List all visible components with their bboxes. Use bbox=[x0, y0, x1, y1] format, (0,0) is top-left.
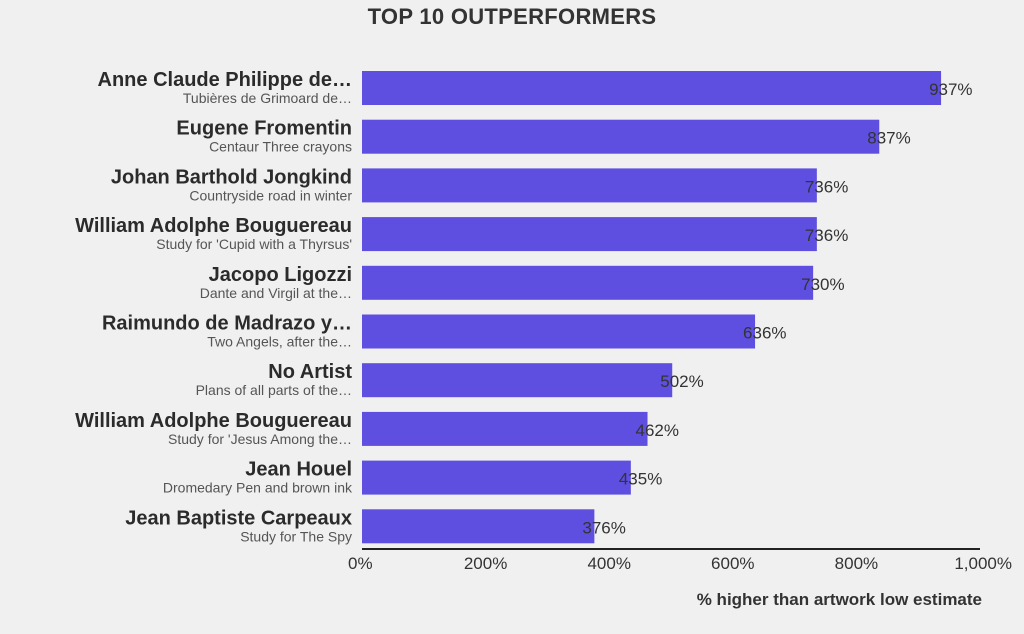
artist-label: Jean Houel bbox=[245, 459, 352, 481]
chart-title: TOP 10 OUTPERFORMERS bbox=[367, 4, 657, 29]
data-label: 376% bbox=[582, 518, 625, 537]
bar bbox=[362, 71, 942, 105]
x-tick-label: 400% bbox=[587, 554, 630, 573]
x-axis-label: % higher than artwork low estimate bbox=[696, 590, 982, 609]
data-label: 636% bbox=[743, 324, 786, 343]
artwork-label: Tubières de Grimoard de… bbox=[183, 90, 352, 106]
artwork-label: Dromedary Pen and brown ink bbox=[163, 480, 353, 496]
artwork-label: Study for The Spy bbox=[240, 528, 352, 544]
bar bbox=[362, 168, 817, 203]
data-label: 435% bbox=[619, 470, 662, 489]
artist-label: Johan Barthold Jongkind bbox=[111, 166, 352, 188]
x-tick-label: 600% bbox=[711, 554, 754, 573]
artist-label: William Adolphe Bouguereau bbox=[75, 215, 352, 237]
bar bbox=[362, 460, 631, 495]
artwork-label: Study for 'Cupid with a Thyrsus' bbox=[156, 236, 352, 252]
x-tick-label: 800% bbox=[835, 554, 878, 573]
artist-label: Jacopo Ligozzi bbox=[209, 264, 352, 286]
data-label: 736% bbox=[805, 177, 848, 196]
data-label: 730% bbox=[801, 275, 844, 294]
data-label: 736% bbox=[805, 226, 848, 245]
bar bbox=[362, 314, 756, 349]
data-label: 462% bbox=[636, 421, 679, 440]
artist-label: Anne Claude Philippe de… bbox=[98, 69, 352, 91]
bar bbox=[362, 363, 673, 398]
bar bbox=[362, 119, 880, 154]
artwork-label: Dante and Virgil at the… bbox=[200, 285, 352, 301]
artwork-label: Plans of all parts of the… bbox=[196, 382, 352, 398]
data-label: 837% bbox=[867, 129, 910, 148]
artist-label: Eugene Fromentin bbox=[176, 118, 352, 140]
artist-label: No Artist bbox=[268, 361, 352, 383]
artwork-label: Two Angels, after the… bbox=[207, 334, 352, 350]
artist-label: William Adolphe Bouguereau bbox=[75, 410, 352, 432]
artist-label: Jean Baptiste Carpeaux bbox=[125, 507, 352, 529]
x-tick-label: 1,000% bbox=[954, 554, 1012, 573]
x-tick-label: 0% bbox=[348, 554, 373, 573]
artwork-label: Centaur Three crayons bbox=[209, 139, 352, 155]
bar bbox=[362, 265, 814, 300]
artist-label: Raimundo de Madrazo y… bbox=[102, 313, 352, 335]
bar bbox=[362, 217, 817, 252]
x-tick-label: 200% bbox=[464, 554, 507, 573]
artwork-label: Study for 'Jesus Among the… bbox=[168, 431, 352, 447]
data-label: 502% bbox=[660, 372, 703, 391]
bar bbox=[362, 509, 595, 544]
artwork-label: Countryside road in winter bbox=[189, 187, 352, 203]
data-label: 937% bbox=[929, 80, 972, 99]
bar bbox=[362, 411, 648, 446]
